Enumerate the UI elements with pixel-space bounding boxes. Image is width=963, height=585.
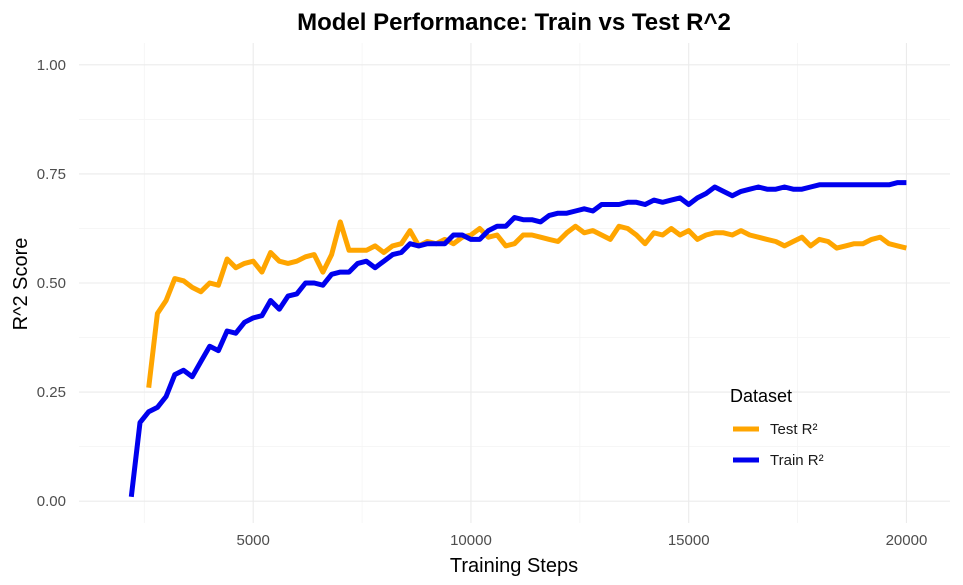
y-tick-label: 0.25 — [37, 384, 66, 401]
legend-title: Dataset — [730, 386, 792, 406]
legend: Dataset Test R² Train R² — [730, 386, 824, 469]
x-tick-label: 20000 — [886, 532, 928, 549]
legend-label-test: Test R² — [770, 421, 818, 438]
x-tick-label: 15000 — [668, 532, 710, 549]
y-tick-label: 0.75 — [37, 166, 66, 183]
y-tick-label: 1.00 — [37, 57, 66, 74]
grid — [79, 43, 950, 523]
y-tick-label: 0.00 — [37, 493, 66, 510]
x-tick-label: 5000 — [237, 532, 270, 549]
x-tick-label: 10000 — [450, 532, 492, 549]
chart-title: Model Performance: Train vs Test R^2 — [297, 9, 731, 36]
series-lines — [128, 180, 908, 498]
series-line-test — [146, 219, 908, 388]
y-tick-label: 0.50 — [37, 275, 66, 292]
series-line-train — [128, 180, 907, 498]
y-axis-ticks: 0.00 0.25 0.50 0.75 1.00 — [37, 57, 66, 510]
x-axis-title: Training Steps — [450, 555, 578, 577]
x-axis-ticks: 5000 10000 15000 20000 — [237, 532, 928, 549]
y-axis-title: R^2 Score — [10, 238, 32, 331]
legend-label-train: Train R² — [770, 452, 824, 469]
